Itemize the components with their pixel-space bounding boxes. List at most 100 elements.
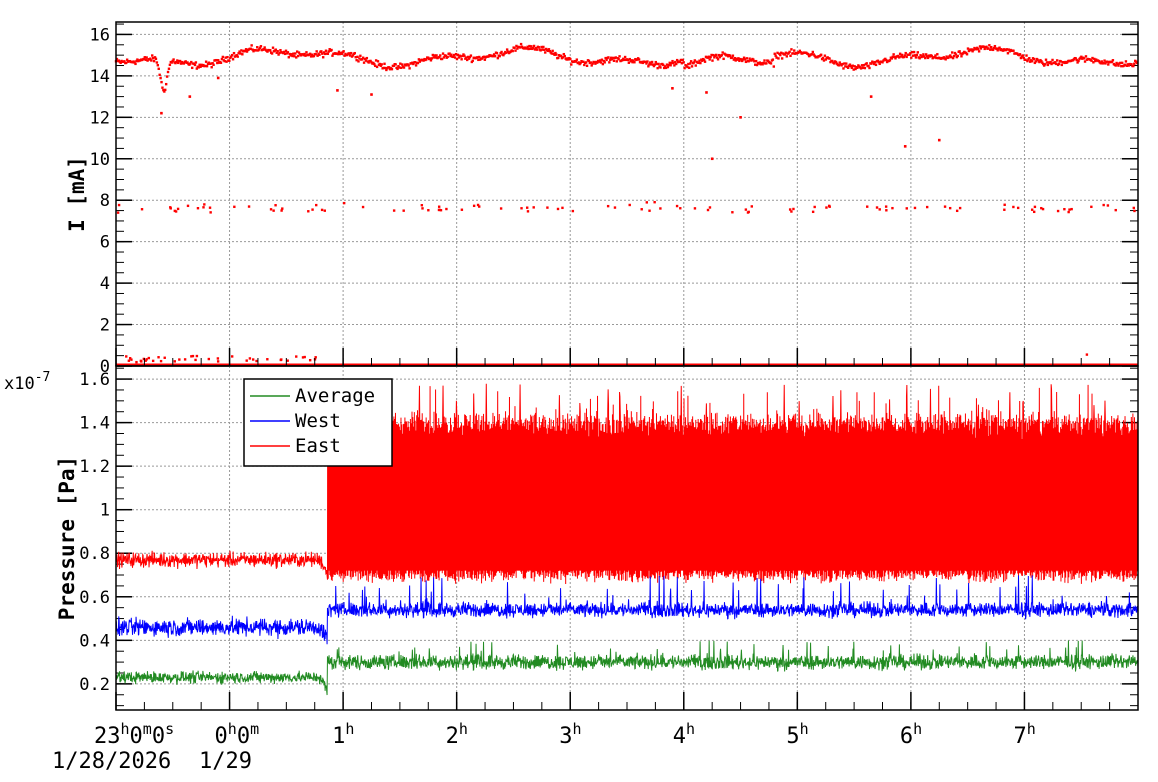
current-point	[899, 55, 903, 58]
current-point	[708, 58, 711, 61]
current-point	[718, 55, 722, 59]
current-point	[675, 58, 679, 62]
current-point	[771, 58, 775, 61]
current-secondary-point	[208, 206, 212, 209]
current-point	[235, 54, 238, 57]
current-point	[469, 54, 473, 57]
current-point	[774, 54, 777, 57]
current-point	[1120, 64, 1123, 68]
current-low-point	[144, 359, 147, 362]
current-low-point	[279, 358, 283, 362]
current-point	[548, 49, 552, 53]
current-point	[721, 51, 724, 54]
current-point	[376, 60, 380, 63]
current-point	[231, 58, 235, 61]
current-dip-point-0	[160, 111, 163, 115]
current-secondary-point	[891, 206, 894, 210]
current-point	[702, 58, 706, 62]
current-secondary-point	[274, 204, 277, 207]
current-low-point	[183, 358, 187, 361]
current-point	[324, 49, 328, 52]
current-point	[270, 52, 274, 55]
current-point	[1116, 63, 1119, 66]
current-low-point	[173, 360, 176, 363]
current-point	[224, 56, 227, 59]
current-point	[340, 52, 343, 55]
current-point	[518, 46, 522, 49]
current-point	[221, 55, 225, 59]
current-secondary-point	[116, 211, 120, 214]
current-point	[326, 52, 330, 56]
current-point	[949, 54, 952, 57]
current-ytick-label-4: 8	[100, 191, 110, 211]
current-point	[868, 66, 871, 70]
current-point	[623, 55, 627, 59]
current-secondary-point	[311, 208, 314, 211]
current-secondary-point	[499, 207, 503, 210]
x-tick-label-8: 7h	[1013, 720, 1035, 749]
current-point	[151, 56, 155, 60]
current-point	[983, 47, 986, 51]
current-point	[412, 62, 415, 66]
current-point	[1082, 57, 1086, 60]
current-point	[711, 59, 714, 62]
current-point	[425, 58, 428, 61]
current-point	[823, 54, 827, 57]
current-point	[136, 58, 139, 61]
current-point	[599, 61, 603, 64]
current-point	[1135, 61, 1139, 65]
current-point	[852, 68, 855, 71]
current-point	[1091, 56, 1094, 60]
current-point	[583, 63, 586, 67]
current-point	[767, 59, 770, 63]
current-point	[747, 60, 750, 63]
current-point	[467, 57, 471, 60]
current-point	[689, 60, 693, 63]
current-point	[158, 73, 161, 77]
current-point	[358, 57, 361, 60]
current-point	[744, 60, 748, 64]
current-dip-point-8	[869, 95, 873, 98]
current-secondary-point	[445, 207, 448, 211]
current-point	[596, 61, 599, 64]
current-secondary-point	[675, 204, 679, 208]
current-point	[321, 56, 325, 59]
current-secondary-point	[117, 203, 121, 207]
x-tick-label-0: 23h0m0s	[94, 720, 174, 749]
current-low-point	[216, 357, 220, 360]
current-secondary-point	[186, 204, 190, 208]
current-point	[1119, 61, 1122, 65]
current-point	[944, 58, 947, 61]
current-low-point	[190, 355, 193, 358]
current-secondary-point	[421, 207, 424, 210]
current-point	[516, 47, 519, 50]
current-low-point	[159, 359, 163, 363]
current-secondary-point	[640, 208, 643, 211]
current-point	[441, 52, 445, 55]
current-point	[1103, 59, 1106, 62]
current-point	[361, 58, 364, 61]
current-point	[862, 63, 866, 67]
current-point	[193, 63, 197, 67]
current-point	[778, 52, 781, 55]
current-secondary-point	[693, 207, 697, 210]
current-point	[506, 50, 510, 53]
current-point	[176, 59, 179, 62]
current-point	[159, 76, 162, 80]
current-point	[1054, 61, 1057, 64]
current-secondary-point	[323, 209, 326, 212]
current-point	[777, 57, 780, 60]
current-secondary-point	[233, 205, 236, 209]
current-low-point	[286, 359, 289, 362]
pressure-exponent: x10-7	[4, 370, 50, 394]
current-point	[461, 54, 464, 58]
current-low-point	[295, 355, 298, 358]
current-point	[529, 47, 532, 50]
x-tick-label-4: 3h	[559, 720, 581, 749]
current-point	[649, 61, 652, 64]
current-ytick-label-5: 10	[90, 150, 110, 170]
current-point	[909, 52, 912, 55]
current-point	[738, 59, 741, 63]
current-secondary-point	[790, 210, 793, 213]
current-point	[417, 58, 421, 61]
